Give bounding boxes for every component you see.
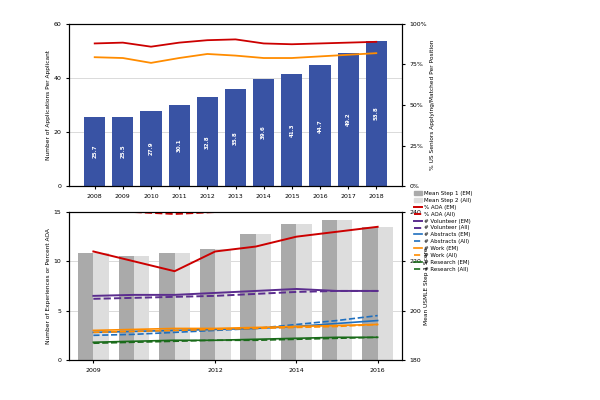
Bar [338,53,359,186]
Text: 41.3: 41.3 [289,124,295,137]
Bar [310,65,331,186]
Bar [253,79,274,186]
Bar [281,74,302,186]
Bar [241,234,256,360]
Bar [296,224,312,360]
Bar [200,250,215,360]
Text: 25.5: 25.5 [121,145,125,158]
Text: 44.7: 44.7 [317,119,322,132]
Bar [159,254,175,360]
Bar [112,117,133,186]
Bar [175,254,190,360]
Text: 39.6: 39.6 [261,126,266,140]
Bar [377,227,393,360]
Bar [134,256,149,360]
Text: 35.8: 35.8 [233,131,238,144]
Text: 27.9: 27.9 [149,142,154,155]
Bar [215,250,230,360]
Bar [84,117,105,186]
Text: 49.2: 49.2 [346,113,350,126]
Bar [94,254,109,360]
Text: 53.8: 53.8 [374,106,379,120]
Y-axis label: % US Seniors Applying/Matched Per Position: % US Seniors Applying/Matched Per Positi… [430,40,435,170]
Bar [225,89,246,186]
Bar [78,254,94,360]
Text: 25.7: 25.7 [92,144,97,158]
Bar [140,111,161,186]
Bar [366,41,387,186]
Y-axis label: Number of Experiences or Percent AOA: Number of Experiences or Percent AOA [46,228,51,344]
Bar [322,220,337,360]
Bar [362,227,377,360]
Y-axis label: Mean USMLE Step 1 Score: Mean USMLE Step 1 Score [424,247,429,325]
Bar [281,224,296,360]
Text: 32.8: 32.8 [205,135,210,148]
Bar [119,256,134,360]
Legend: Mean Step 1 (EM), Mean Step 2 (All), % AOA (EM), % AOA (All), # Volunteer (EM), : Mean Step 1 (EM), Mean Step 2 (All), % A… [414,191,472,272]
Bar [256,234,271,360]
Bar [169,105,190,186]
Text: 30.1: 30.1 [176,139,182,152]
Y-axis label: Number of Applications Per Applicant: Number of Applications Per Applicant [46,50,51,160]
Bar [337,220,352,360]
Bar [197,98,218,186]
